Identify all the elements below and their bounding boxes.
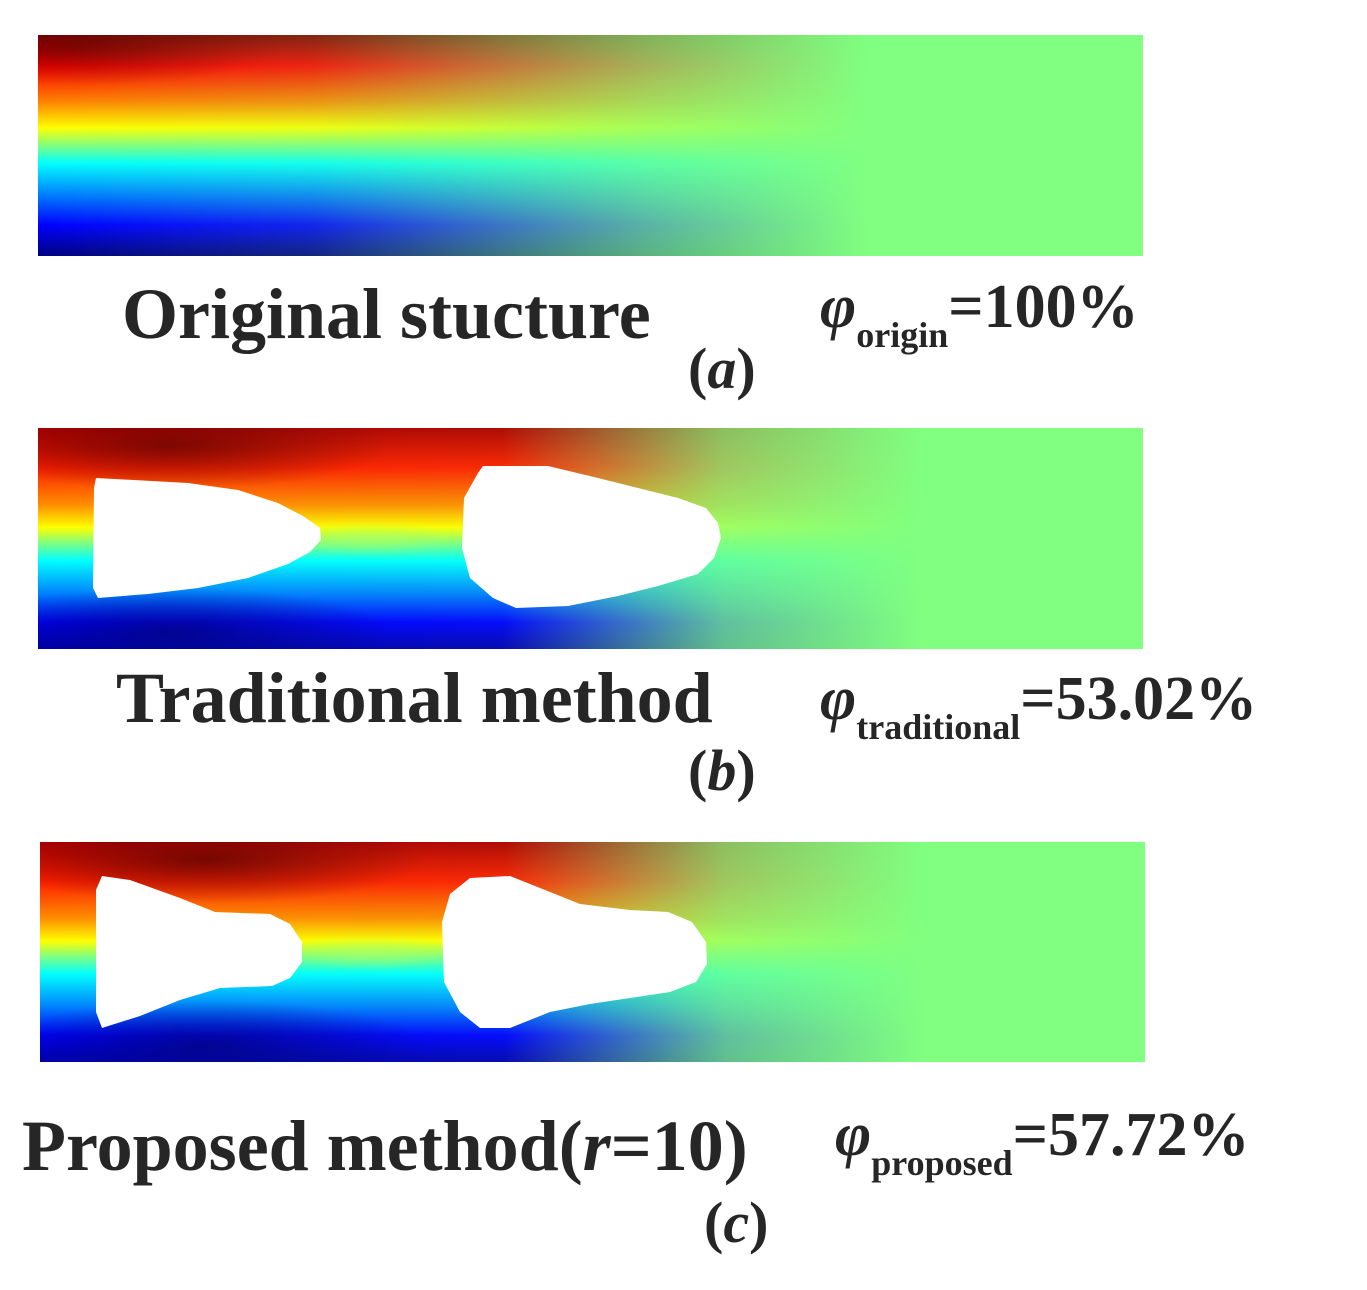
field-panel-c [40, 842, 1145, 1062]
panel-b-letter: b [707, 738, 737, 803]
phi-symbol: φ [820, 665, 857, 733]
void-region-1 [93, 478, 321, 598]
phi-value: =53.02% [1020, 665, 1258, 733]
field-plot-a [38, 35, 1143, 256]
panel-c-letter: c [723, 1190, 750, 1255]
panel-a-title: Original stucture [122, 274, 651, 354]
panel-a-letter: a [707, 336, 737, 401]
panel-c-ratio: φproposed=57.72% [835, 1101, 1250, 1181]
field-plot-c [40, 842, 1145, 1062]
panel-a-ratio: φorigin=100% [820, 273, 1139, 353]
field-panel-b [38, 428, 1143, 649]
void-region-2 [442, 876, 707, 1028]
field-panel-a [38, 35, 1143, 256]
void-region-1 [96, 876, 302, 1028]
void-region-2 [462, 466, 721, 608]
radius-variable: r [582, 1106, 611, 1186]
panel-b-ratio: φtraditional=53.02% [820, 665, 1258, 745]
panel-c-tag: (c) [704, 1190, 769, 1255]
phi-subscript: traditional [856, 707, 1021, 747]
phi-symbol: φ [835, 1101, 872, 1169]
panel-c-title: Proposed method(r=10) [22, 1106, 748, 1186]
panel-a-tag: (a) [688, 336, 756, 401]
phi-symbol: φ [820, 273, 857, 341]
phi-value: =100% [948, 273, 1139, 341]
panel-b-title: Traditional method [116, 658, 713, 738]
phi-subscript: proposed [871, 1143, 1013, 1183]
panel-b-tag: (b) [688, 738, 756, 803]
phi-subscript: origin [856, 315, 949, 355]
field-plot-b [38, 428, 1143, 649]
phi-value: =57.72% [1012, 1101, 1250, 1169]
